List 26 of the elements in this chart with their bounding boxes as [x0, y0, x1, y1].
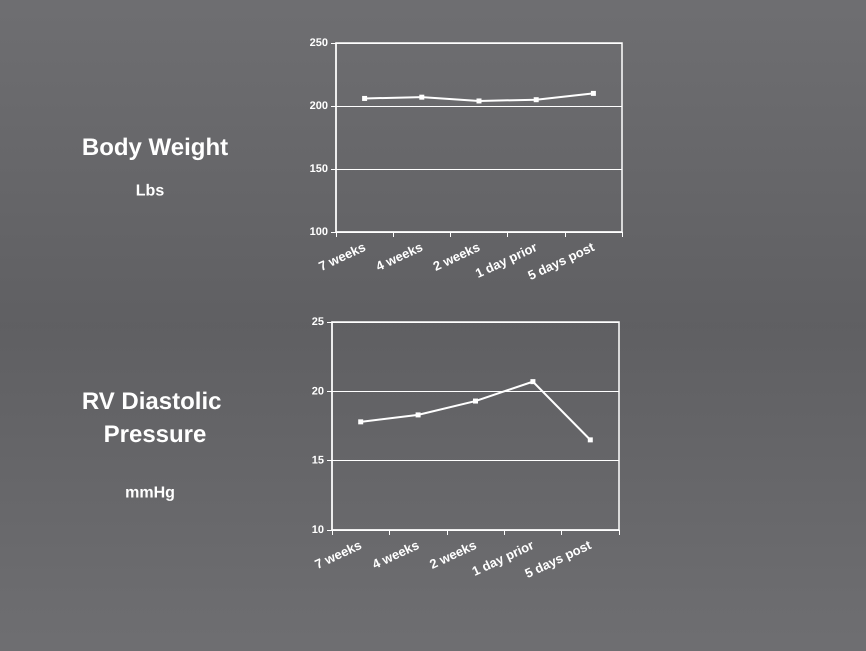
point [530, 379, 536, 384]
x-tick-label: 4 weeks [373, 239, 425, 274]
point [476, 98, 482, 104]
text: Body Weight [82, 134, 228, 161]
point [588, 437, 593, 442]
point [590, 90, 596, 96]
y-tick-label: 10 [312, 524, 324, 536]
x-tick-label: 7 weeks [316, 239, 368, 274]
y-tick-label: 250 [310, 37, 328, 49]
point [473, 398, 478, 404]
point [362, 96, 368, 101]
y-tick-label: 200 [310, 100, 328, 112]
y-tick-label: 100 [310, 226, 328, 238]
x-tick-label: 7 weeks [312, 537, 364, 572]
x-tick-label: 4 weeks [370, 537, 422, 572]
y-axis-title: Lbs [136, 182, 164, 200]
point [419, 94, 424, 100]
y-tick-label: 25 [312, 316, 324, 328]
point [534, 97, 539, 102]
point [358, 419, 364, 424]
y-tick-label: 20 [312, 385, 324, 398]
y-tick-label: 150 [310, 163, 328, 175]
point [416, 412, 421, 418]
y-axis-title: mmHg [125, 484, 175, 502]
text: RV Diastolic Pressure [82, 388, 228, 448]
y-tick-label: 15 [312, 454, 324, 467]
